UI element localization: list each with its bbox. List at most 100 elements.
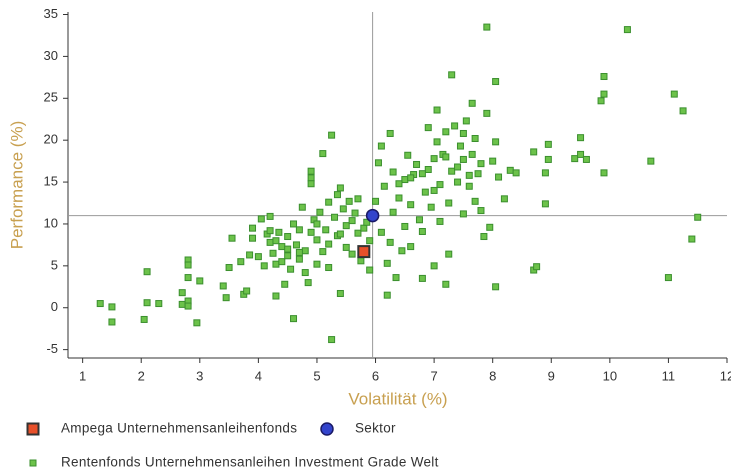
point: [474, 170, 482, 178]
point: [483, 23, 491, 31]
point: [571, 155, 579, 163]
point: [360, 224, 368, 232]
point: [451, 122, 459, 130]
point: [287, 265, 295, 273]
y-tick-label: 25: [44, 90, 58, 105]
point: [418, 227, 426, 235]
point: [301, 247, 309, 255]
y-axis-label: Performance (%): [7, 121, 26, 249]
x-tick-label: 5: [313, 368, 320, 383]
legend-label: Sektor: [355, 421, 396, 436]
point: [395, 180, 403, 188]
point: [307, 228, 315, 236]
point: [459, 129, 467, 137]
point: [471, 197, 479, 205]
point: [465, 171, 473, 179]
point: [336, 289, 344, 297]
point: [219, 282, 227, 290]
point: [351, 209, 359, 217]
point: [178, 300, 186, 308]
point: [430, 155, 438, 163]
point: [328, 131, 336, 139]
y-tick-label: -5: [46, 341, 58, 356]
point: [459, 210, 467, 218]
legend-marker: [320, 422, 334, 436]
point: [184, 274, 192, 282]
point: [345, 197, 353, 205]
point: [342, 222, 350, 230]
y-tick-label: 20: [44, 132, 58, 147]
point: [313, 260, 321, 268]
point: [492, 138, 500, 146]
y-tick-label: 30: [44, 48, 58, 63]
point: [348, 250, 356, 258]
point: [623, 26, 631, 34]
point: [325, 198, 333, 206]
point: [237, 258, 245, 266]
point: [254, 253, 262, 261]
point: [383, 291, 391, 299]
point: [454, 163, 462, 171]
point: [316, 208, 324, 216]
point: [477, 160, 485, 168]
point: [266, 212, 274, 220]
x-tick-label: 10: [603, 368, 617, 383]
x-axis-label: Volatilität (%): [348, 389, 447, 408]
point: [354, 229, 362, 237]
y-tick-label: 35: [44, 6, 58, 21]
point: [418, 170, 426, 178]
point: [196, 277, 204, 285]
point: [541, 169, 549, 177]
point: [418, 274, 426, 282]
point: [421, 188, 429, 196]
point: [313, 220, 321, 228]
point: [372, 197, 380, 205]
x-tick-label: 4: [255, 368, 262, 383]
point: [331, 213, 339, 221]
point: [386, 238, 394, 246]
y-tick-label: 0: [51, 299, 58, 314]
point: [184, 261, 192, 269]
point: [304, 279, 312, 287]
point: [290, 315, 298, 323]
point: [336, 184, 344, 192]
point: [480, 233, 488, 241]
point: [506, 166, 514, 174]
point: [257, 215, 265, 223]
point: [108, 318, 116, 326]
legend-marker: [29, 459, 37, 467]
point: [442, 128, 450, 136]
point: [407, 243, 415, 251]
point: [445, 199, 453, 207]
point: [544, 155, 552, 163]
point: [533, 263, 541, 271]
point: [281, 280, 289, 288]
point: [319, 248, 327, 256]
point: [222, 294, 230, 302]
point: [225, 264, 233, 272]
point: [108, 303, 116, 311]
point: [407, 174, 415, 182]
point: [260, 262, 268, 270]
point: [339, 205, 347, 213]
x-tick-label: 9: [548, 368, 555, 383]
point: [143, 299, 151, 307]
point: [477, 207, 485, 215]
x-tick-label: 7: [430, 368, 437, 383]
point: [462, 117, 470, 125]
point: [471, 135, 479, 143]
y-tick-label: 5: [51, 257, 58, 272]
x-tick-label: 2: [138, 368, 145, 383]
point: [670, 90, 678, 98]
point: [228, 234, 236, 242]
point: [357, 245, 371, 259]
point: [354, 195, 362, 203]
point: [430, 186, 438, 194]
point: [377, 142, 385, 150]
point: [694, 213, 702, 221]
point: [325, 240, 333, 248]
y-tick-label: 10: [44, 215, 58, 230]
point: [383, 259, 391, 267]
x-tick-label: 6: [372, 368, 379, 383]
